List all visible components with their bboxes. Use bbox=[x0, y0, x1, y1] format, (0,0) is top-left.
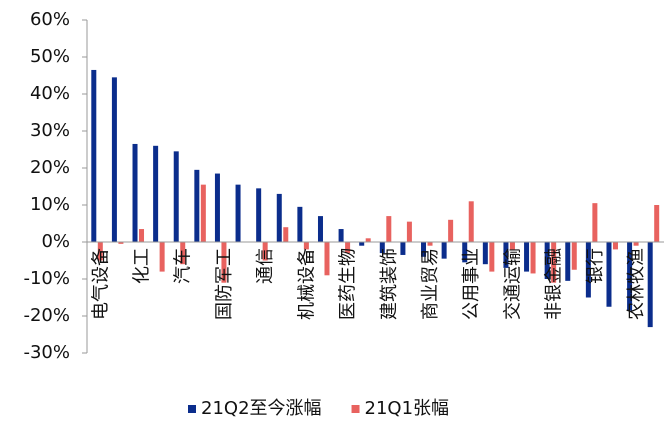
bar bbox=[612, 242, 618, 250]
bar bbox=[551, 242, 557, 283]
bar bbox=[283, 227, 289, 242]
bar bbox=[297, 206, 303, 242]
bar bbox=[153, 145, 159, 242]
bar bbox=[262, 242, 268, 261]
bar bbox=[606, 242, 612, 307]
bar bbox=[654, 205, 660, 242]
bar bbox=[468, 201, 474, 242]
bar bbox=[647, 242, 653, 328]
x-tick-label: 化工 bbox=[132, 248, 153, 284]
bar bbox=[427, 242, 433, 246]
bar bbox=[338, 229, 344, 242]
bar bbox=[194, 169, 200, 242]
y-tick-label: 0% bbox=[41, 231, 70, 252]
bar bbox=[200, 184, 206, 242]
legend-label: 21Q1张幅 bbox=[365, 398, 450, 419]
bar bbox=[235, 184, 241, 242]
legend-swatch bbox=[351, 405, 360, 413]
y-tick-label: 20% bbox=[30, 157, 70, 178]
bar bbox=[421, 242, 427, 257]
x-tick-label: 建筑装饰 bbox=[379, 248, 400, 320]
bar bbox=[530, 242, 536, 274]
bar bbox=[524, 242, 530, 272]
x-tick-label: 医药生物 bbox=[338, 248, 359, 320]
y-tick-label: 10% bbox=[30, 194, 70, 215]
bar bbox=[509, 242, 515, 250]
bar bbox=[276, 193, 282, 242]
y-tick-label: -30% bbox=[23, 342, 70, 363]
bar bbox=[118, 242, 124, 244]
bar bbox=[97, 242, 103, 261]
bar bbox=[303, 242, 309, 250]
x-tick-label: 银行 bbox=[585, 248, 606, 284]
bar bbox=[221, 242, 227, 283]
bar bbox=[214, 173, 220, 242]
bar bbox=[324, 242, 330, 276]
y-tick-label: 50% bbox=[30, 46, 70, 67]
y-tick-label: 40% bbox=[30, 83, 70, 104]
x-tick-label: 农林牧渔 bbox=[626, 248, 647, 320]
x-tick-label: 公用事业 bbox=[461, 248, 482, 320]
bar bbox=[139, 229, 145, 242]
bar bbox=[91, 69, 97, 242]
x-tick-label: 交通运输 bbox=[502, 248, 523, 320]
bar bbox=[173, 151, 179, 242]
bar bbox=[365, 238, 371, 242]
y-tick-label: 60% bbox=[30, 9, 70, 30]
bar bbox=[633, 242, 639, 246]
bar bbox=[345, 242, 351, 254]
bar bbox=[489, 242, 495, 272]
y-tick-label: -20% bbox=[23, 305, 70, 326]
y-tick-label: 30% bbox=[30, 120, 70, 141]
bar bbox=[379, 242, 385, 254]
bar bbox=[627, 242, 633, 311]
bar bbox=[317, 216, 323, 242]
bar bbox=[400, 242, 406, 255]
x-tick-label: 电气设备 bbox=[90, 248, 111, 320]
x-tick-label: 机械设备 bbox=[296, 248, 317, 320]
x-tick-label: 汽车 bbox=[173, 248, 194, 284]
bar bbox=[544, 242, 550, 279]
bar bbox=[585, 242, 591, 298]
bar bbox=[571, 242, 577, 270]
x-tick-label: 通信 bbox=[255, 248, 276, 284]
bar bbox=[386, 216, 392, 242]
x-tick-label: 非银金融 bbox=[544, 248, 565, 320]
bar bbox=[448, 219, 454, 242]
bar bbox=[441, 242, 447, 259]
bar bbox=[462, 242, 468, 263]
legend-swatch bbox=[188, 405, 196, 413]
bar bbox=[359, 242, 365, 246]
bar bbox=[132, 143, 138, 242]
bar bbox=[256, 188, 262, 242]
bar bbox=[503, 242, 509, 268]
x-tick-label: 商业贸易 bbox=[420, 248, 441, 320]
bar bbox=[565, 242, 571, 281]
bar bbox=[111, 77, 117, 242]
bar bbox=[180, 242, 186, 265]
x-tick-label: 国防军工 bbox=[214, 248, 235, 320]
bar bbox=[159, 242, 165, 272]
bar bbox=[482, 242, 488, 265]
y-tick-label: -10% bbox=[23, 268, 70, 289]
legend-label: 21Q2至今涨幅 bbox=[201, 398, 322, 419]
bar bbox=[592, 203, 598, 242]
bar bbox=[406, 221, 412, 242]
